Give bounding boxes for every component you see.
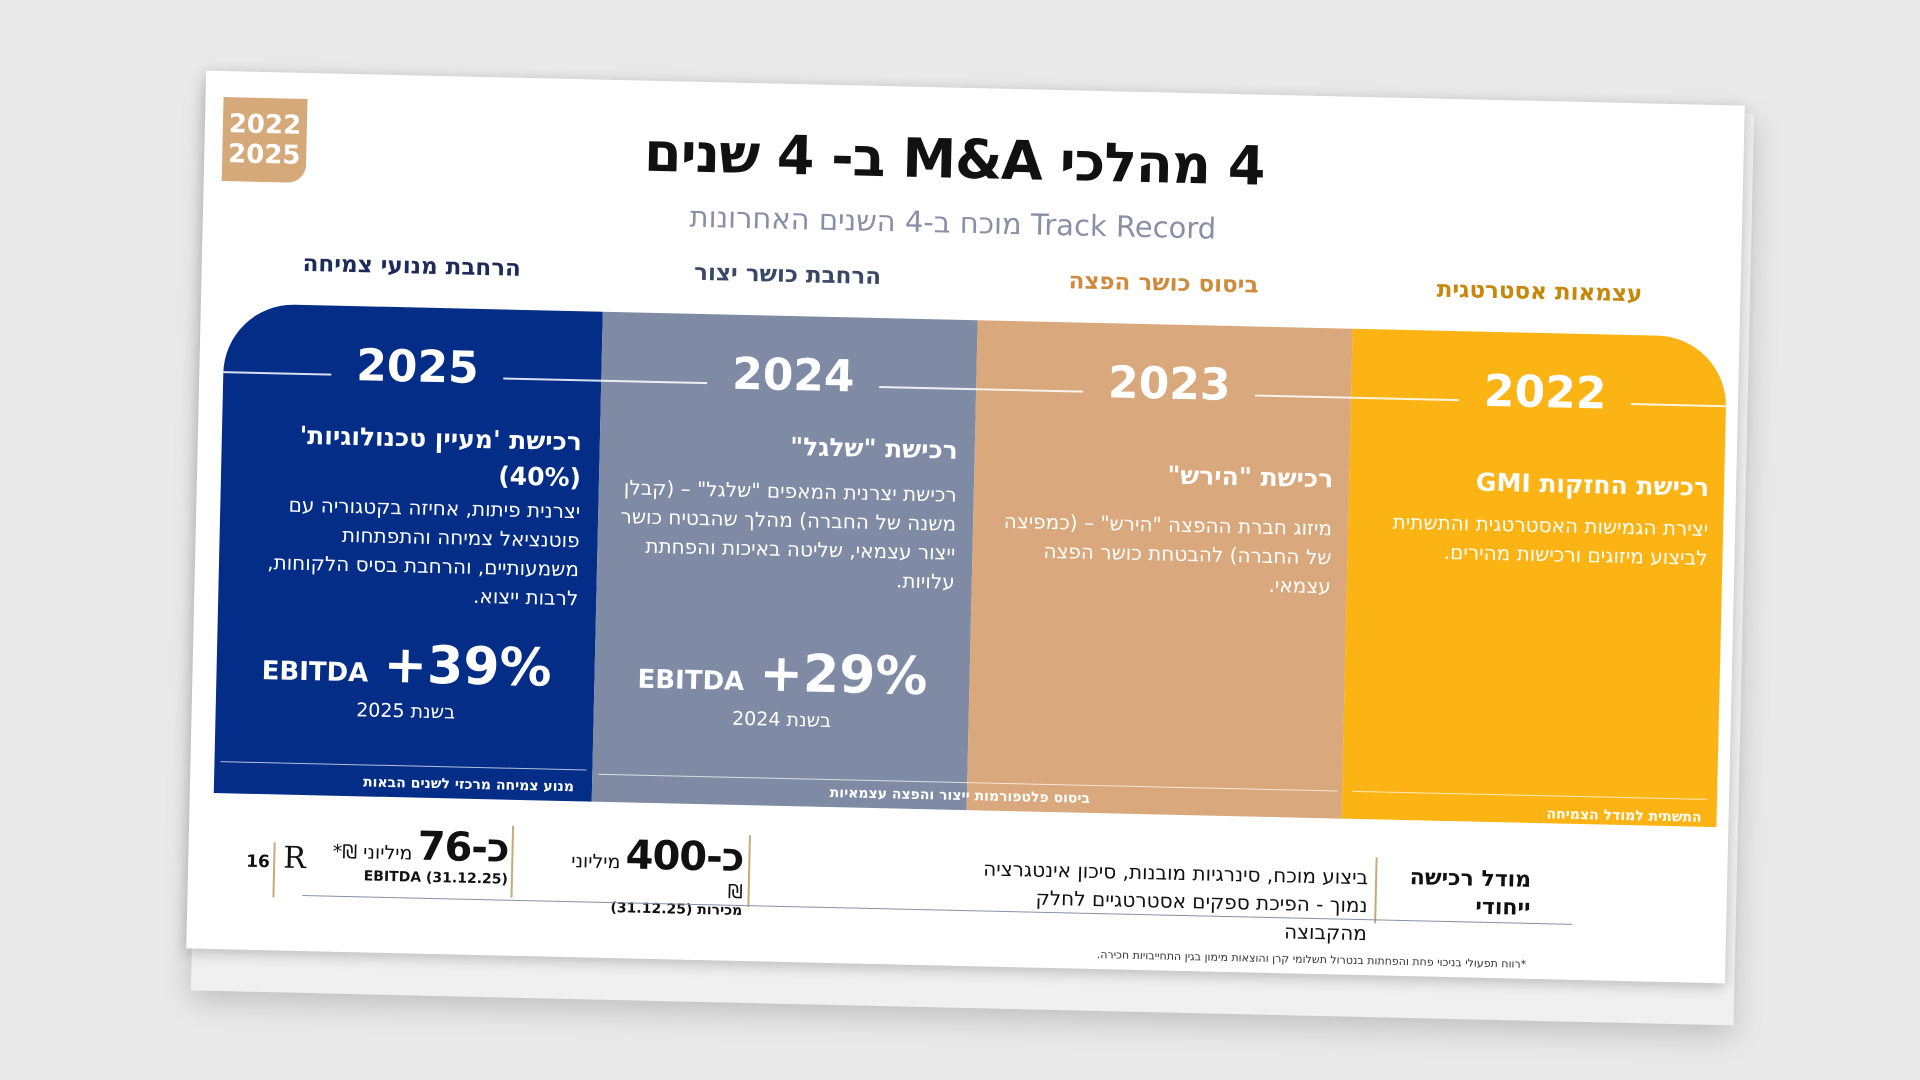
page-number: 16 [245, 851, 271, 873]
divider-stat-2 [747, 835, 751, 908]
kpi-label-2025: EBITDA [261, 656, 369, 689]
column-heading-2025: הרחבת מנועי צמיחה [302, 250, 522, 282]
kpi-2025: EBITDA +39% [236, 632, 577, 700]
slide-subtitle: Track Record מוכח ב-4 השנים האחרונות [689, 199, 1217, 246]
acquisition-title-2024: רכישת "שלגל" [789, 432, 959, 465]
stat-ebitda-unit: מיליוני ₪* [332, 840, 413, 865]
acquisition-title-2022: רכישת החזקות GMI [1475, 467, 1710, 502]
column-heading-2024: הרחבת כושר יצור [693, 259, 882, 291]
model-description: ביצוע מוכח, סינרגיות מובנות, סיכון אינטג… [983, 856, 1369, 946]
stat-sales-value: כ-400 [625, 832, 744, 882]
acquisition-title-2023: רכישת "הירש" [1166, 460, 1334, 494]
column-heading-2023: ביסוס כושר הפצה [1068, 268, 1259, 299]
divider-stat-1 [510, 825, 515, 898]
year-range-badge: 2022 2025 [221, 97, 308, 183]
stat-ebitda: כ-76 מיליוני ₪* EBITDA (31.12.25) [328, 822, 510, 888]
description-2024: רכישת יצרנית המאפים "שלגל" – (קבלן משנה … [620, 475, 958, 594]
stat-ebitda-sub: EBITDA (31.12.25) [363, 868, 509, 888]
divider-logo [272, 842, 276, 898]
description-2025: יצרנית פיתות, אחיזה בקטגוריה עם פוטנציאל… [266, 492, 581, 611]
slide: 2022 2025 4 מהלכי M&A ב- 4 שנים Track Re… [186, 70, 1745, 984]
kpi-label-2024: EBITDA [637, 664, 745, 698]
description-2023: מיזוג חברת ההפצה "הירש" – (כמפיצה של החב… [1003, 508, 1333, 599]
model-title: מודל רכישה ייחודי [1409, 865, 1532, 921]
year-label-2023: 2023 [1082, 356, 1256, 412]
kpi-value-2025: +39% [382, 634, 553, 699]
kpi-2024: EBITDA +29% [612, 640, 953, 708]
year-label-2025: 2025 [330, 339, 505, 395]
stat-ebitda-value: כ-76 [417, 823, 510, 872]
stat-sales: כ-400 מיליוני ₪ מכירות (31.12.25) [552, 831, 744, 919]
slide-title: 4 מהלכי M&A ב- 4 שנים [643, 120, 1266, 198]
footnote: *רווח תפעולי בניכוי פחת והפחתות בנטרול ת… [1096, 948, 1527, 971]
year-label-2024: 2024 [706, 348, 880, 404]
kpi-value-2024: +29% [758, 643, 929, 708]
badge-year-end: 2025 [227, 139, 301, 171]
year-label-2022: 2022 [1458, 365, 1632, 421]
description-2022: יצירת הגמישות האסטרטגית והתשתית לביצוע מ… [1392, 509, 1709, 570]
company-logo: R [282, 840, 307, 877]
badge-year-start: 2022 [228, 109, 302, 141]
divider-model [1374, 857, 1378, 924]
acquisition-title-2025: רכישת 'מעיין טכנולוגיות' (40%) [299, 420, 583, 493]
column-heading-2022: עצמאות אסטרטגית [1436, 276, 1643, 308]
